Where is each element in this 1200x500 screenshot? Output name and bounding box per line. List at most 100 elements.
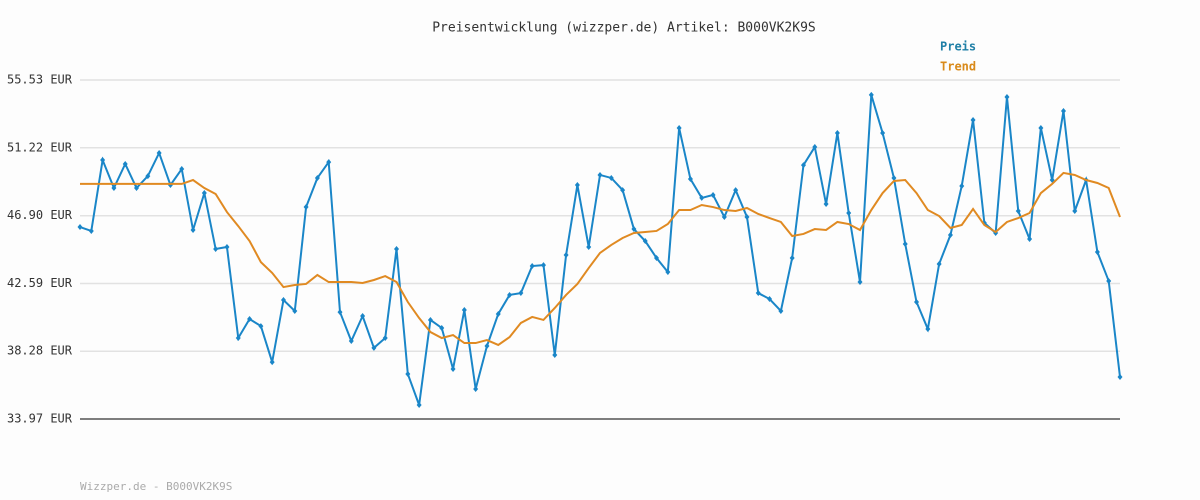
- point-marker: [959, 182, 965, 189]
- legend-label: Trend: [940, 60, 976, 74]
- point-marker: [235, 335, 241, 342]
- series-line: [80, 171, 1121, 347]
- point-marker: [767, 296, 773, 303]
- point-marker: [914, 299, 920, 306]
- point-marker: [1094, 249, 1100, 256]
- point-marker: [1027, 235, 1033, 242]
- y-tick-label: 46.90 EUR: [7, 208, 73, 222]
- point-marker: [382, 335, 388, 342]
- point-marker: [122, 160, 128, 167]
- point-marker: [145, 173, 151, 180]
- point-marker: [280, 296, 286, 303]
- point-marker: [201, 190, 207, 197]
- point-marker: [292, 307, 298, 314]
- point-marker: [857, 279, 863, 286]
- point-marker: [461, 307, 467, 314]
- point-marker: [394, 246, 400, 253]
- point-marker: [687, 176, 693, 183]
- point-marker: [970, 116, 976, 123]
- point-marker: [597, 171, 603, 178]
- point-marker: [1038, 124, 1044, 131]
- point-marker: [427, 316, 433, 323]
- point-marker: [778, 307, 784, 314]
- point-marker: [642, 238, 648, 245]
- chart-title: Preisentwicklung (wizzper.de) Artikel: B…: [432, 21, 816, 36]
- point-marker: [1060, 107, 1066, 114]
- point-marker: [439, 324, 445, 331]
- point-marker: [823, 201, 829, 208]
- point-marker: [507, 291, 513, 298]
- point-marker: [371, 344, 377, 351]
- point-marker: [1106, 277, 1112, 284]
- y-tick-label: 33.97 EUR: [7, 412, 73, 426]
- point-marker: [518, 290, 524, 297]
- point-marker: [111, 185, 117, 192]
- point-marker: [405, 371, 411, 378]
- y-tick-label: 51.22 EUR: [7, 140, 73, 154]
- point-marker: [812, 143, 818, 150]
- point-marker: [314, 174, 320, 181]
- point-marker: [529, 263, 535, 270]
- point-marker: [473, 385, 479, 392]
- point-marker: [789, 254, 795, 261]
- point-marker: [710, 191, 716, 198]
- point-marker: [665, 268, 671, 275]
- point-marker: [360, 313, 366, 320]
- point-marker: [902, 240, 908, 247]
- point-marker: [224, 243, 230, 250]
- point-marker: [880, 129, 886, 136]
- point-marker: [348, 338, 354, 345]
- point-marker: [800, 162, 806, 169]
- point-marker: [540, 262, 546, 269]
- y-tick-label: 42.59 EUR: [7, 276, 73, 290]
- point-marker: [100, 157, 106, 164]
- point-marker: [676, 124, 682, 131]
- point-marker: [563, 252, 569, 259]
- point-marker: [925, 326, 931, 333]
- point-marker: [755, 290, 761, 297]
- point-marker: [303, 204, 309, 211]
- point-marker: [733, 187, 739, 194]
- point-marker: [156, 149, 162, 156]
- point-marker: [947, 232, 953, 239]
- point-marker: [258, 323, 264, 330]
- point-marker: [179, 165, 185, 172]
- point-marker: [891, 174, 897, 181]
- point-marker: [744, 213, 750, 220]
- point-marker: [450, 365, 456, 372]
- point-marker: [269, 359, 275, 366]
- point-marker: [699, 194, 705, 201]
- point-marker: [631, 226, 637, 233]
- point-marker: [190, 227, 196, 234]
- point-marker: [247, 315, 253, 322]
- point-marker: [134, 185, 140, 192]
- point-marker: [77, 224, 83, 231]
- point-marker: [552, 352, 558, 359]
- legend-label: Preis: [940, 40, 976, 54]
- point-marker: [846, 210, 852, 217]
- y-tick-label: 55.53 EUR: [7, 73, 73, 87]
- point-marker: [337, 309, 343, 316]
- point-marker: [326, 159, 332, 166]
- point-marker: [1004, 93, 1010, 100]
- point-marker: [586, 243, 592, 250]
- point-marker: [416, 402, 422, 409]
- point-marker: [213, 246, 219, 253]
- point-marker: [1117, 374, 1123, 381]
- y-tick-label: 38.28 EUR: [7, 344, 73, 358]
- point-marker: [936, 260, 942, 267]
- point-marker: [484, 343, 490, 350]
- point-marker: [1015, 207, 1021, 214]
- point-marker: [574, 182, 580, 189]
- point-marker: [721, 213, 727, 220]
- point-marker: [620, 187, 626, 194]
- point-marker: [608, 174, 614, 181]
- point-marker: [88, 227, 94, 234]
- point-marker: [868, 91, 874, 98]
- point-marker: [654, 254, 660, 261]
- point-marker: [834, 129, 840, 136]
- point-marker: [495, 310, 501, 317]
